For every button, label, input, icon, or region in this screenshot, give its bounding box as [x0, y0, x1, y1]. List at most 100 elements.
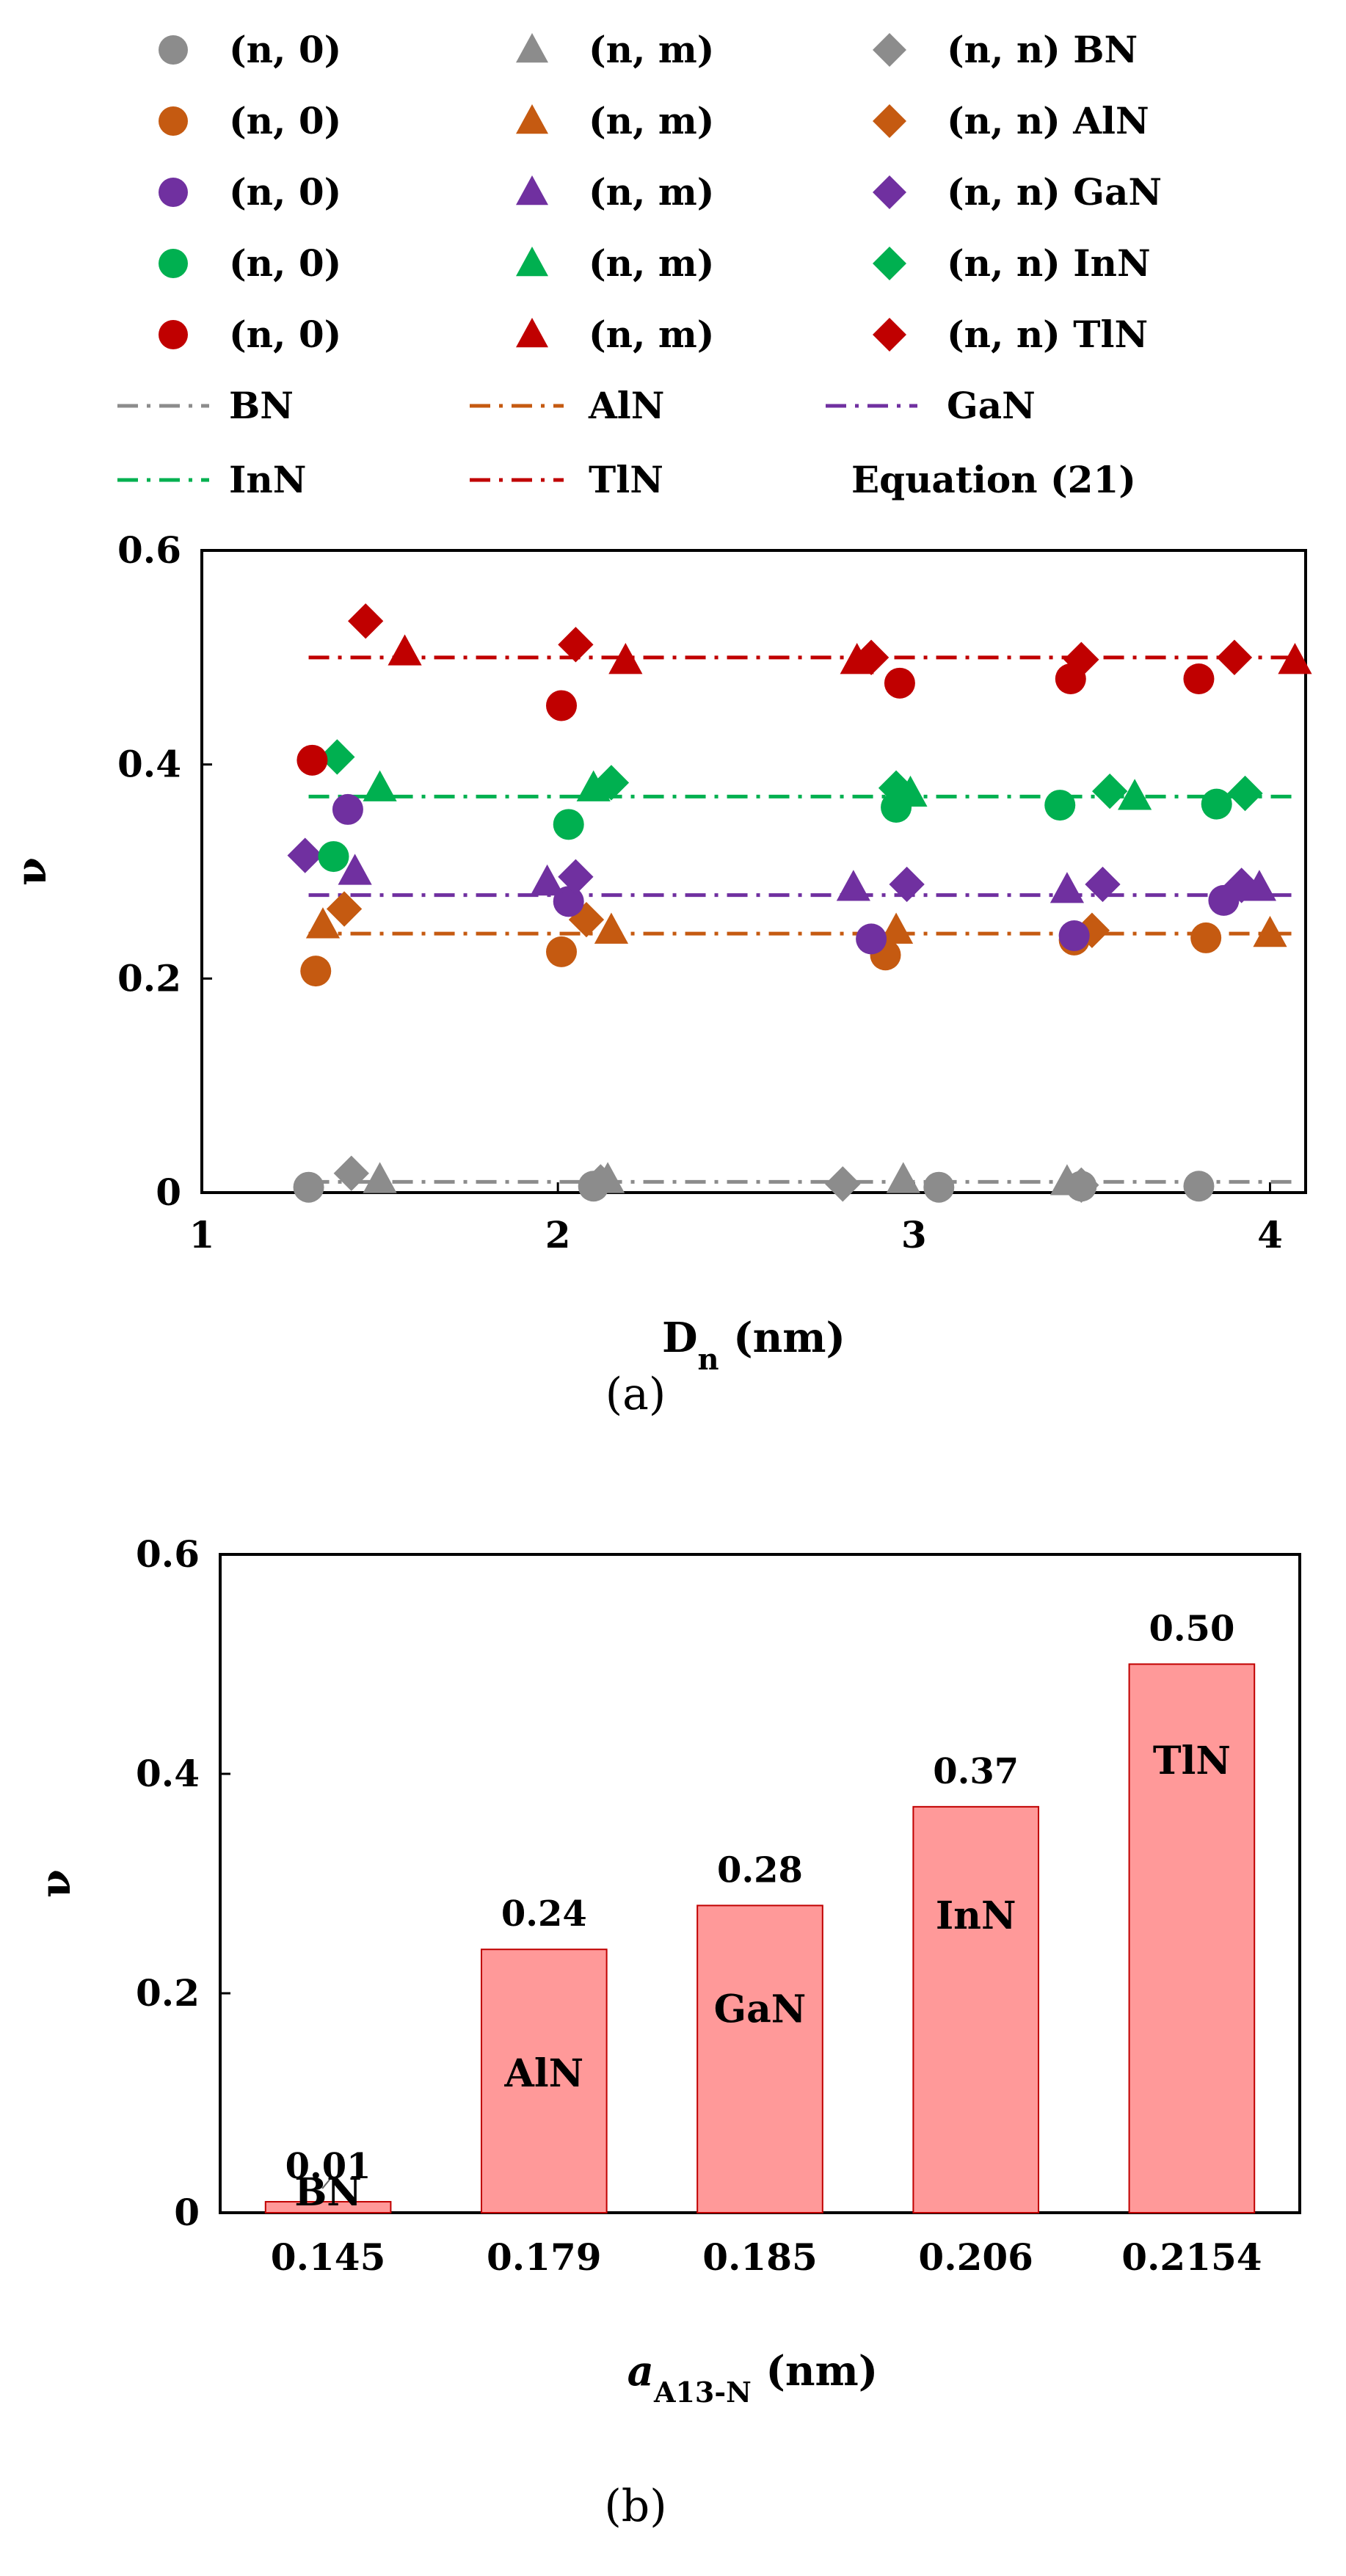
legend-equation-label: Equation (21)	[851, 458, 1136, 501]
data-point-bn-triangle	[363, 1162, 397, 1193]
legend-bn-triangle-icon	[516, 33, 548, 63]
data-point-gan-diamond	[287, 837, 323, 873]
data-point-bn-circle	[1183, 1171, 1215, 1202]
data-point-inn-circle	[1044, 790, 1076, 821]
legend-tln-triangle-icon	[516, 318, 548, 348]
plot-a-xtick-label: 4	[1257, 1213, 1283, 1256]
data-point-inn-diamond	[593, 765, 630, 801]
bar-value-label-tln: 0.50	[1149, 1609, 1234, 1650]
data-point-gan-diamond	[1223, 867, 1259, 903]
legend-label-aln-diamond: (n, n) AlN	[947, 99, 1149, 142]
data-point-gan-triangle	[530, 864, 564, 896]
data-point-tln-circle	[884, 667, 915, 699]
data-point-tln-circle	[546, 690, 578, 721]
data-point-tln-diamond	[1063, 641, 1099, 677]
data-point-gan-triangle	[836, 870, 870, 901]
bar-value-label-inn: 0.37	[933, 1751, 1019, 1792]
data-point-tln-triangle	[608, 643, 643, 674]
data-point-inn-diamond	[1227, 775, 1263, 812]
data-point-gan-diamond	[1085, 866, 1121, 903]
data-point-inn-circle	[1201, 788, 1232, 820]
bar-name-label-bn: BN	[294, 2170, 361, 2215]
plot-a-ytick-label: 0	[156, 1171, 181, 1214]
panel-a-label: (a)	[605, 1369, 666, 1420]
legend-label-bn-triangle: (n, m)	[589, 28, 714, 71]
data-point-gan-diamond	[889, 866, 925, 903]
plot-b-xlabel: aA13-N (nm)	[627, 2347, 878, 2409]
plot-b-ytick-label: 0.2	[136, 1971, 200, 2015]
data-point-tln-diamond	[348, 603, 384, 639]
data-point-gan-diamond	[558, 859, 594, 895]
data-point-inn-triangle	[576, 770, 611, 801]
legend-aln-diamond-icon	[873, 104, 906, 138]
data-point-aln-triangle	[878, 912, 914, 944]
bar-name-label-tln: TlN	[1153, 1739, 1231, 1783]
data-point-gan-triangle	[1049, 872, 1085, 903]
legend-label-inn-triangle: (n, m)	[589, 241, 714, 285]
legend-label-aln-circle: (n, 0)	[229, 99, 341, 142]
plot-b-ytick-label: 0.6	[136, 1532, 200, 1576]
legend-gan-diamond-icon	[873, 175, 906, 209]
legend-bn-circle-icon	[159, 35, 188, 65]
data-point-tln-triangle	[1278, 643, 1312, 674]
legend-inn-triangle-icon	[516, 247, 548, 277]
data-point-aln-diamond	[326, 891, 363, 927]
legend-label-bn-circle: (n, 0)	[229, 28, 341, 71]
bar-gan	[696, 1904, 823, 2213]
legend-inn-diamond-icon	[873, 247, 906, 280]
plot-a-xtick-label: 2	[545, 1213, 571, 1256]
legend-label-inn-diamond: (n, n) InN	[947, 241, 1151, 285]
data-point-inn-diamond	[319, 739, 355, 775]
plot-b-ytick-label: 0.4	[136, 1752, 200, 1795]
legend-label-bn-diamond: (n, n) BN	[947, 28, 1138, 71]
legend-aln-circle-icon	[159, 106, 188, 136]
data-point-inn-diamond	[1092, 773, 1128, 809]
legend-line-label-inn: InN	[229, 458, 306, 501]
plot-b-ytick-label: 0	[174, 2191, 200, 2234]
data-point-aln-triangle	[305, 907, 341, 939]
bar-name-label-aln: AlN	[503, 2051, 583, 2096]
data-point-bn-diamond	[583, 1164, 619, 1200]
plot-a-frame	[200, 549, 1307, 1194]
legend-label-inn-circle: (n, 0)	[229, 241, 341, 285]
plot-a-xlabel: Dn (nm)	[662, 1314, 845, 1377]
plot-b-xtick-label: 0.145	[271, 2235, 386, 2279]
data-point-aln-circle	[1190, 922, 1222, 953]
legend-label-gan-diamond: (n, n) GaN	[947, 170, 1162, 214]
bar-name-label-gan: GaN	[714, 1987, 807, 2031]
bar-tln	[1128, 1663, 1256, 2213]
bar-bn-leader-line	[321, 2179, 330, 2189]
data-point-bn-circle	[923, 1171, 955, 1203]
bar-name-label-inn: InN	[936, 1893, 1016, 1938]
data-point-bn-circle	[293, 1171, 324, 1203]
bar-aln	[480, 1949, 608, 2213]
scatter-plot-panel-a: 0 0.2 0.4 0.6 1 2 3 4 Dn (nm) ν	[7, 528, 1312, 1377]
plot-b-xtick-label: 0.179	[487, 2235, 602, 2279]
legend-line-label-gan: GaN	[947, 384, 1036, 427]
legend-label-tln-triangle: (n, m)	[589, 313, 714, 356]
plot-a-ytick-label: 0.4	[117, 743, 181, 786]
data-point-tln-diamond	[853, 639, 890, 675]
plot-b-ylabel: ν	[32, 1869, 80, 1898]
data-point-aln-triangle	[1253, 915, 1287, 947]
data-point-aln-diamond	[1074, 912, 1110, 948]
data-point-tln-triangle	[388, 634, 422, 666]
data-point-gan-circle	[332, 793, 363, 825]
legend-bn-diamond-icon	[873, 33, 906, 67]
plot-a-xtick-label: 1	[189, 1213, 215, 1256]
data-point-bn-triangle	[886, 1162, 920, 1193]
legend-label-aln-triangle: (n, m)	[589, 99, 714, 142]
data-point-gan-triangle	[338, 854, 372, 885]
data-point-tln-circle	[297, 744, 328, 776]
legend-tln-diamond-icon	[873, 318, 906, 352]
data-point-inn-circle	[553, 809, 584, 840]
legend-line-label-aln: AlN	[588, 384, 665, 427]
bar-bn	[264, 2201, 392, 2214]
data-point-aln-triangle	[594, 912, 629, 944]
data-point-bn-diamond	[333, 1155, 369, 1191]
data-point-inn-diamond	[878, 770, 914, 806]
legend: (n, 0) (n, m) (n, n) BN (n, 0) (n, m) (n, n) …	[117, 28, 1162, 501]
data-point-gan-circle	[856, 923, 887, 955]
